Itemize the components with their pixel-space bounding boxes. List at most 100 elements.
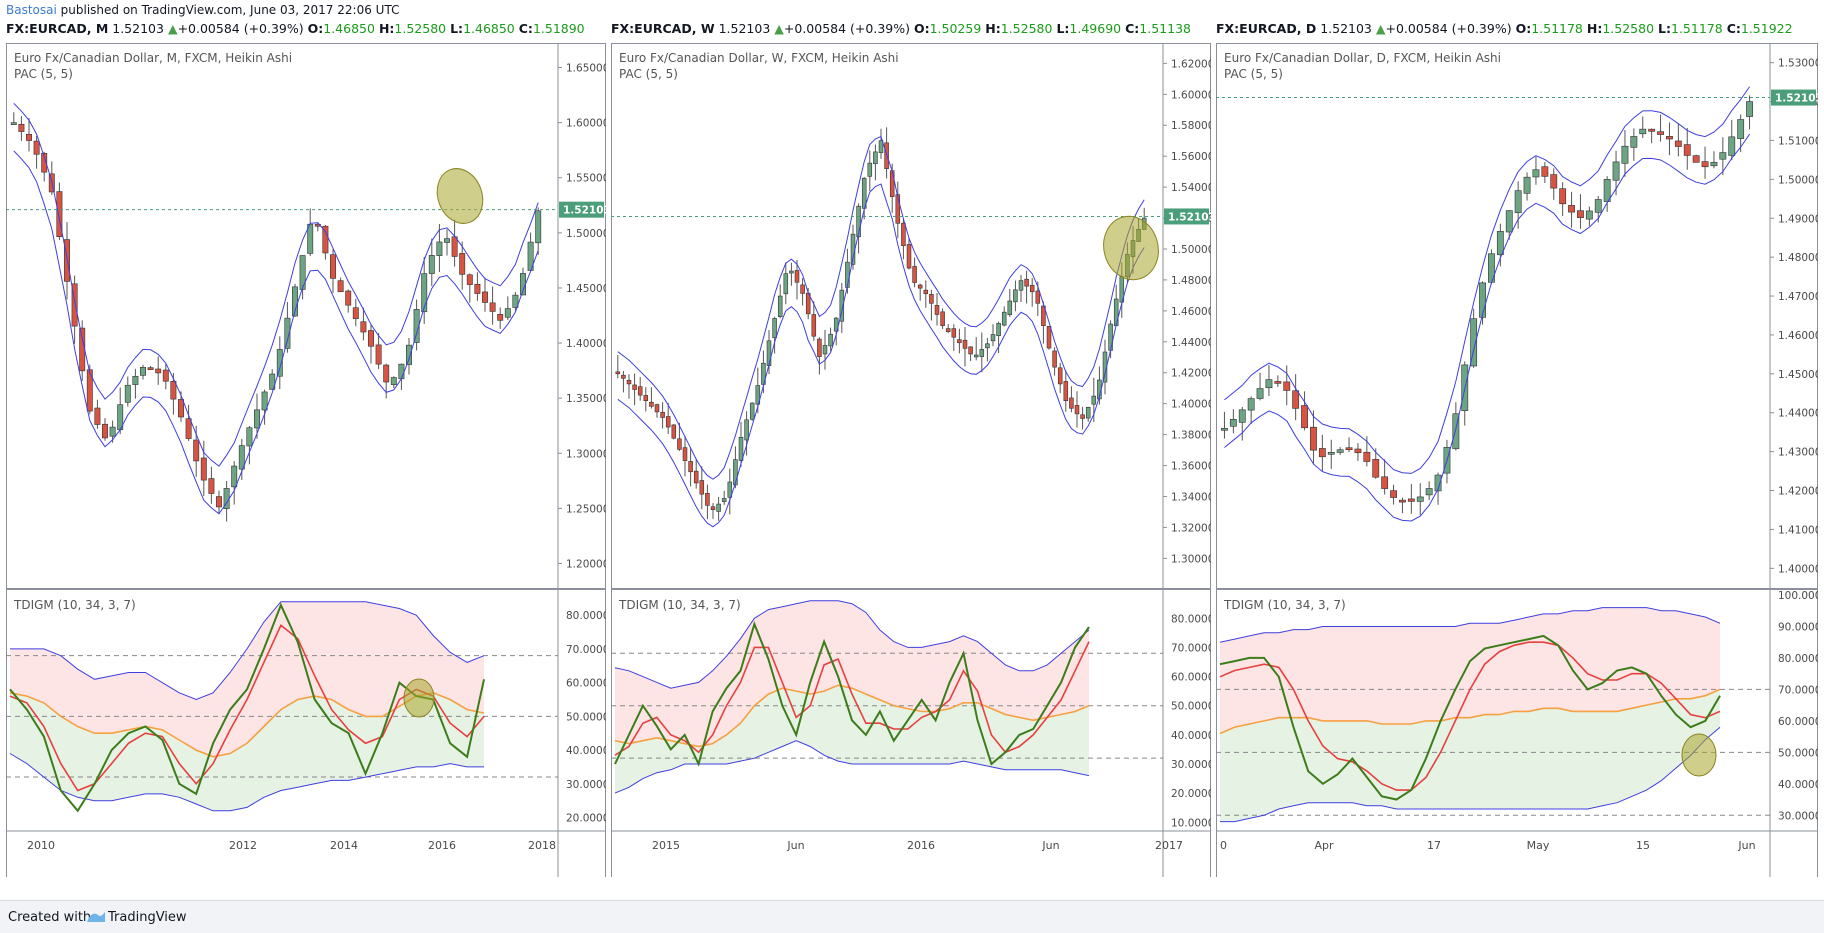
tradingview-link[interactable]: TradingView [108, 910, 187, 925]
bear-candle [1029, 278, 1035, 307]
bull-candle [436, 224, 443, 273]
chart-panel-daily[interactable]: 1.530001.520001.510001.500001.490001.480… [1216, 43, 1818, 877]
candle-body [132, 375, 139, 385]
bear-candle [322, 225, 329, 260]
candle-body [1063, 381, 1069, 402]
price-tick-label: 1.43000 [1778, 447, 1818, 459]
time-tick-label: 0 [1220, 839, 1227, 852]
chart-panel-weekly[interactable]: 1.620001.600001.580001.560001.540001.520… [611, 43, 1211, 877]
candle-body [1541, 166, 1549, 177]
bull-candle [504, 296, 511, 321]
time-tick-label: 2012 [229, 839, 257, 852]
bear-candle [962, 327, 968, 367]
candle-body [1568, 205, 1575, 213]
indicator-tick-label: 80.0000 [566, 610, 606, 622]
bear-candle [147, 365, 154, 370]
time-tick-label: Jun [786, 839, 804, 852]
bull-candle [822, 329, 828, 370]
bear-candle [1692, 154, 1700, 163]
price-tick-label: 1.34000 [1171, 491, 1211, 503]
indicator-tick-label: 60.0000 [1778, 716, 1818, 728]
candles [615, 127, 1147, 521]
bull-candle [299, 255, 306, 300]
price-tick-label: 1.56000 [1171, 151, 1211, 163]
bear-candle [1354, 443, 1362, 462]
bull-candle [535, 207, 542, 255]
candle-body [985, 343, 990, 349]
bear-candle [705, 484, 710, 520]
candle-body [660, 411, 665, 418]
bull-candle [1710, 151, 1718, 169]
bear-candle [654, 403, 660, 418]
candle-body [1013, 289, 1018, 303]
candle-body [677, 438, 682, 450]
bull-candle [254, 393, 260, 439]
bull-candle [1523, 172, 1531, 201]
candle-body [147, 367, 154, 370]
open-value: 1.51178 [1531, 21, 1583, 36]
candle-body [1710, 161, 1718, 167]
chart-panel-monthly[interactable]: 1.65000 1.60000 1.55000 1.50000 1.45000 1.400… [6, 43, 606, 877]
candle-body [1247, 398, 1255, 411]
candle-body [444, 238, 450, 243]
tdi-rsi-line [614, 621, 1090, 767]
candle-body [889, 170, 895, 197]
price-tick-label: 1.51000 [1778, 135, 1818, 147]
bear-candle [929, 289, 934, 321]
candle-body [873, 151, 878, 165]
bull-candle [132, 368, 139, 399]
candle-body [637, 386, 643, 396]
author-link[interactable]: Bastosai [6, 3, 57, 17]
candle-body [800, 284, 805, 294]
candle-body [990, 334, 996, 342]
bear-candle [1024, 270, 1029, 304]
candle-body [102, 423, 108, 439]
bull-candle [421, 256, 428, 325]
price-tick-label: 1.48000 [1171, 275, 1211, 287]
candle-body [654, 404, 660, 413]
bull-candle [1488, 249, 1495, 285]
candle-body [1648, 128, 1656, 132]
candle-body [71, 283, 78, 327]
bull-candle [1532, 156, 1540, 185]
price-tick-label: 1.46000 [1778, 330, 1818, 342]
publish-line: Bastosai published on TradingView.com, J… [6, 3, 399, 17]
candle-body [772, 318, 777, 338]
change-label: +0.00584 (+0.39%) [177, 21, 304, 36]
bull-candle [856, 203, 861, 254]
indicator-tick-label: 90.0000 [1778, 621, 1818, 633]
candle-body [185, 418, 192, 439]
candle-body [307, 223, 314, 254]
bear-candle [155, 356, 162, 385]
bull-candle [738, 421, 744, 467]
bull-candle [1001, 306, 1007, 327]
candle-body [360, 321, 367, 333]
tdi-signal-line [1219, 641, 1721, 791]
highlight-ellipse [1103, 215, 1159, 281]
candle-body [1496, 231, 1504, 256]
indicator-tick-label: 80.0000 [1778, 653, 1818, 665]
indicator-tick-label: 70.0000 [566, 644, 606, 656]
candle-body [755, 385, 761, 405]
candle-body [1046, 325, 1052, 349]
candle-body [1683, 144, 1691, 156]
candle-body [1069, 397, 1074, 409]
candle-body [621, 374, 626, 379]
tdi-upper-band [10, 601, 485, 701]
candle-body [322, 225, 329, 254]
bear-candle [71, 275, 78, 344]
bear-candle [1568, 191, 1575, 228]
candle-body [1238, 409, 1246, 423]
bear-candle [1577, 194, 1584, 229]
bull-candle [878, 128, 884, 159]
candle-body [1283, 381, 1291, 391]
candle-body [1470, 318, 1478, 367]
candle-body [1372, 459, 1380, 478]
candle-body [1399, 499, 1406, 503]
indicator-tick-label: 20.0000 [566, 813, 606, 825]
price-pane-frame [6, 43, 606, 589]
bull-candle [867, 150, 873, 191]
bull-candle [1452, 402, 1460, 451]
bull-candle [512, 292, 519, 312]
bull-candle [979, 332, 985, 373]
